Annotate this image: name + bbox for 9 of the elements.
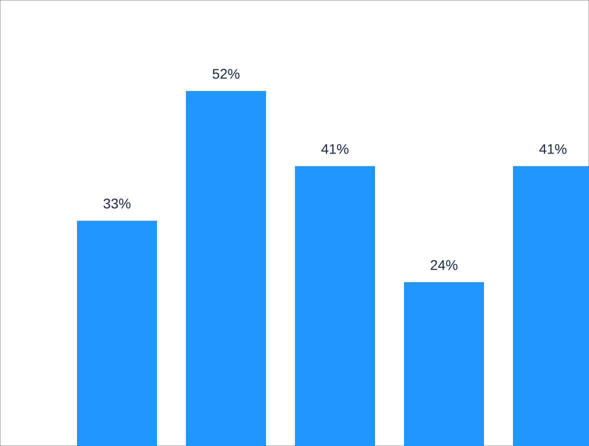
bar [404, 282, 484, 446]
data-label: 33% [104, 198, 130, 209]
bar [295, 166, 376, 446]
data-label: 52% [212, 68, 240, 79]
data-label: 41% [539, 144, 566, 154]
bar [77, 220, 158, 446]
bar [186, 90, 266, 446]
data-label: 41% [321, 144, 348, 154]
data-label: 24% [430, 260, 458, 270]
